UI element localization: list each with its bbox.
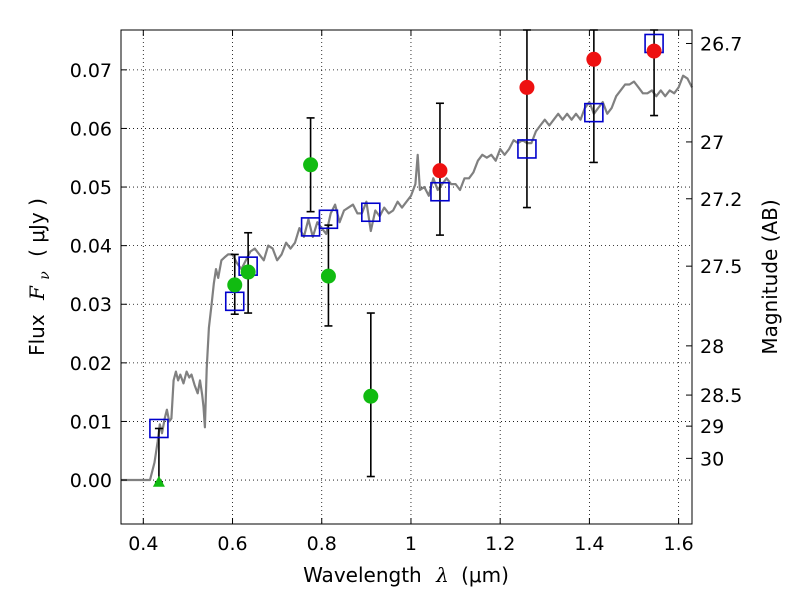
model-photometry-square: [149, 418, 169, 439]
x-tick-label: 1.4: [574, 533, 604, 555]
y2-axis-label: Magnitude (AB): [758, 199, 782, 354]
y-tick-label: 0.05: [70, 177, 112, 199]
x-tick-label: 0.8: [307, 533, 337, 555]
y-axis-label-symbol: F: [25, 285, 49, 301]
model-photometry-square: [584, 102, 604, 123]
y-axis-label-unit: ( μJy ): [25, 198, 49, 257]
x-tick-label: 1.2: [485, 533, 515, 555]
data-point-circle: [303, 157, 319, 173]
y2-tick-label: 27: [700, 132, 724, 154]
x-axis-label-text: Wavelength: [303, 563, 422, 587]
data-point-circle: [586, 51, 602, 67]
model-spectrum-layer: [121, 74, 693, 482]
upper-limit-triangle: [152, 475, 165, 487]
x-tick-label: 0.4: [128, 533, 158, 555]
x-axis-label-unit: (μm): [461, 563, 509, 587]
x-tick-label: 1.6: [664, 533, 694, 555]
data-markers: [149, 33, 664, 487]
y2-tick-label: 29: [700, 416, 724, 438]
y-tick-label: 0.02: [70, 353, 112, 375]
y2-tick-label: 30: [700, 448, 724, 470]
y-tick-label: 0.03: [70, 294, 112, 316]
data-point-circle: [363, 388, 379, 404]
model-photometry-square: [430, 181, 450, 202]
y-tick-label: 0.07: [70, 60, 112, 82]
x-tick-label: 1: [405, 533, 417, 555]
y-tick-label: 0.01: [70, 411, 112, 433]
data-point-circle: [432, 163, 448, 179]
model-photometry-square: [361, 202, 381, 223]
y-axis-label: Flux F ν ( μJy ): [25, 198, 54, 356]
plot-frame: [120, 29, 693, 525]
axis-ticks: 0.4 0.6 0.8 1 1.2 1.4 1.6 0.00 0.01 0.02 0.03 0.04 0…: [70, 30, 742, 555]
y2-tick-label: 27.2: [700, 189, 742, 211]
model-photometry-square: [318, 209, 339, 230]
y2-tick-label: 26.7: [700, 33, 742, 55]
model-spectrum-line: [121, 74, 693, 482]
grid-lines: [121, 30, 692, 524]
y-tick-label: 0.04: [70, 236, 112, 258]
data-point-circle: [240, 264, 256, 280]
y2-tick-label: 28.5: [700, 385, 742, 407]
model-photometry-square: [517, 139, 537, 159]
y-tick-label: 0.00: [70, 470, 112, 492]
y2-tick-label: 27.5: [700, 256, 742, 278]
data-point-circle: [227, 277, 243, 293]
error-bars: [154, 29, 659, 483]
data-point-circle: [320, 268, 336, 284]
data-point-circle: [646, 43, 662, 59]
y-tick-label: 0.06: [70, 118, 112, 140]
x-axis-label-symbol: λ: [435, 563, 449, 587]
x-axis-label: Wavelength λ (μm): [303, 563, 509, 587]
y-axis-label-text: Flux: [25, 314, 49, 356]
y2-tick-label: 28: [700, 336, 724, 358]
x-tick-label: 0.6: [217, 533, 247, 555]
data-point-circle: [519, 79, 535, 95]
y-axis-label-subscript: ν: [37, 271, 53, 280]
